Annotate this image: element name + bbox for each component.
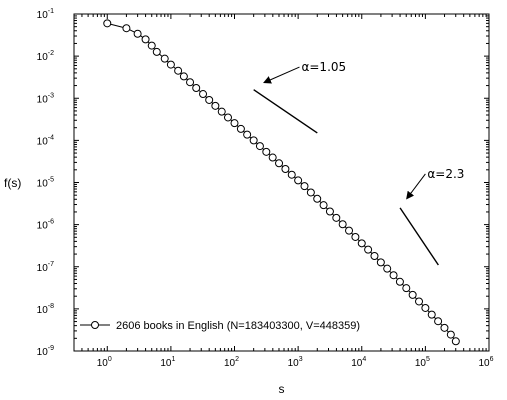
legend-marker [91, 321, 99, 329]
data-point [395, 277, 404, 286]
data-point [152, 47, 161, 56]
data-point [451, 337, 460, 346]
data-point [255, 142, 264, 151]
data-point [166, 60, 175, 69]
data-point [122, 24, 131, 33]
annotation-arrow [406, 173, 426, 200]
data-point [287, 170, 296, 179]
data-point [186, 78, 195, 87]
series-markers [103, 19, 460, 346]
y-tick-label: 10-4 [37, 134, 54, 147]
data-point [325, 207, 334, 216]
data-point [281, 165, 290, 174]
data-point [268, 153, 277, 162]
data-point [421, 303, 430, 312]
data-point [440, 323, 449, 332]
data-point [319, 201, 328, 210]
data-point [243, 130, 252, 139]
data-point [223, 113, 232, 122]
plot-frame [73, 13, 490, 352]
series-line [107, 22, 457, 342]
data-point [179, 72, 188, 81]
data-point [446, 330, 455, 339]
data-point [236, 124, 245, 133]
y-tick-label: 10-1 [37, 8, 54, 21]
x-axis-title: s [279, 382, 285, 396]
data-point [275, 159, 284, 168]
data-point [313, 194, 322, 203]
data-point [199, 90, 208, 99]
x-axis-ticks: 100 101 102 103 104 105 106 [73, 14, 494, 369]
data-point [357, 239, 366, 248]
slope-label: α=1.05 [301, 60, 346, 74]
y-tick-label: 10-9 [37, 345, 54, 358]
data-point [294, 176, 303, 185]
legend: 2606 books in English (N=183403300, V=44… [80, 320, 360, 332]
data-point [174, 66, 183, 75]
data-point [364, 245, 373, 254]
data-point [345, 226, 354, 235]
data-point [434, 317, 443, 326]
slope-label: α=2.3 [427, 167, 464, 181]
data-point [383, 264, 392, 273]
data-point [370, 251, 379, 260]
y-axis-title: f(s) [4, 176, 21, 190]
y-tick-label: 10-3 [37, 92, 54, 105]
data-point [402, 284, 411, 293]
x-tick-label: 106 [478, 356, 493, 369]
x-tick-label: 104 [351, 356, 366, 369]
data-point [262, 147, 271, 156]
data-point [332, 213, 341, 222]
data-point [249, 136, 258, 145]
data-point [133, 29, 142, 38]
y-tick-label: 10-2 [37, 50, 54, 63]
annotation-arrow [263, 66, 300, 84]
y-tick-label: 10-8 [37, 303, 54, 316]
data-point [147, 41, 156, 50]
x-tick-label: 105 [415, 356, 430, 369]
slope-line [253, 89, 318, 134]
data-point [230, 119, 239, 128]
data-point [141, 35, 150, 44]
data-point [211, 101, 220, 110]
data-point [205, 95, 214, 104]
data-point [415, 297, 424, 306]
y-axis-ticks: 10-1 10-2 10-3 10-4 10-5 10-6 10-7 10-8 10-9 [37, 8, 489, 358]
y-tick-label: 10-5 [37, 177, 54, 190]
data-point [376, 258, 385, 267]
series-connector [107, 22, 457, 342]
data-point [160, 54, 169, 63]
slope-annotations: α=1.05 α=2.3 [253, 60, 464, 266]
data-point [389, 271, 398, 280]
data-point [217, 107, 226, 116]
data-point [338, 220, 347, 229]
data-point [300, 182, 309, 191]
y-tick-label: 10-7 [37, 261, 54, 274]
data-point [103, 19, 112, 28]
x-tick-label: 102 [224, 356, 239, 369]
data-point [427, 310, 436, 319]
data-point [351, 232, 360, 241]
y-tick-label: 10-6 [37, 219, 54, 232]
x-tick-label: 100 [97, 356, 112, 369]
data-point [408, 290, 417, 299]
slope-line [399, 207, 439, 266]
x-tick-label: 101 [160, 356, 175, 369]
legend-label: 2606 books in English (N=183403300, V=44… [116, 320, 360, 332]
x-tick-label: 103 [288, 356, 303, 369]
data-point [306, 188, 315, 197]
data-point [192, 84, 201, 93]
